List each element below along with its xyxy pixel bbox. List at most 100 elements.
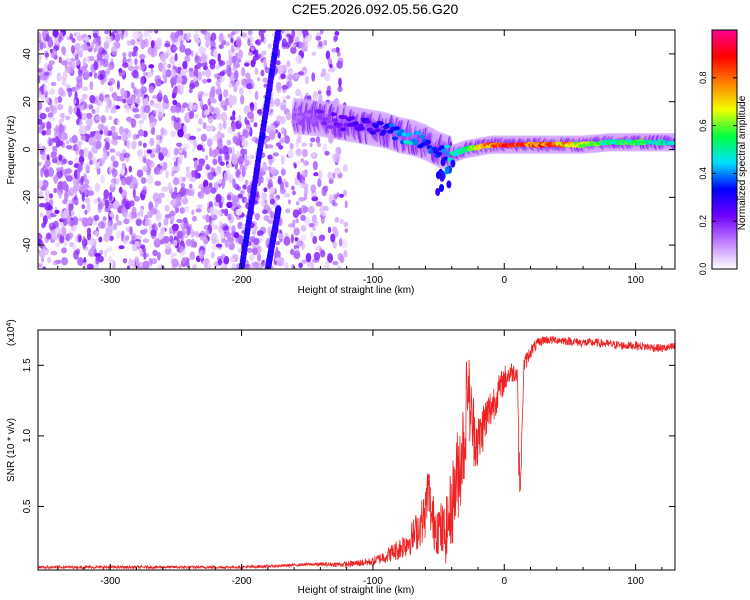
spectrogram-cell [83,72,90,79]
spectrogram-cell [49,193,53,199]
spectrogram-cell [134,65,138,71]
spectrogram-cell [180,40,184,46]
y-tick-label: 20 [22,96,33,108]
spectrogram-cell [269,130,276,141]
spectrogram-cell [148,201,154,211]
spectrogram-cell [202,78,208,84]
spectrogram-cell [87,239,94,245]
spectrogram-cell [62,71,68,81]
spectrogram-cell [322,143,328,153]
spectrogram-cell [38,100,43,111]
spectrogram-cell [65,201,69,212]
spectrogram-cell [138,129,144,137]
spectrogram-cell [108,235,114,242]
spectrogram-cell [49,88,56,96]
spectrogram-cell [95,161,101,170]
spectrogram-cell [75,248,81,255]
spectrogram-cell [227,236,235,243]
spectrogram-cell [71,61,76,70]
spectrogram-cell [98,236,103,243]
spectrogram-cell [111,139,119,146]
spectrogram-cell [132,86,137,93]
spectrogram-cell [135,257,140,267]
spectrogram-cell [174,106,181,114]
spectrogram-cell [156,78,162,84]
spectrogram-cell [150,229,157,237]
spectrogram-ridge-core [294,109,301,114]
spectrogram-cell [97,221,105,229]
spectrogram-cell [310,231,314,238]
spectrogram-cell [250,46,255,52]
spectrogram-ridge-core [398,128,405,133]
spectrogram-cell [290,46,297,54]
spectrogram-cell [301,142,307,147]
spectrogram-cell [128,51,133,58]
spectrogram-cell [86,227,92,235]
spectrogram-cell [125,235,130,241]
spectrogram-cell [38,249,41,254]
spectrogram-cell [228,174,234,184]
spectrogram-cell [176,218,183,224]
spectrogram-cell [165,170,169,179]
spectrogram-cell [315,201,323,207]
spectrogram-cell [95,256,101,261]
spectrogram-cell [238,49,243,59]
spectrogram-cell [73,169,79,179]
spectrogram-cell [38,58,41,65]
spectrogram-cell [178,34,185,44]
spectrogram-cell [38,74,41,84]
spectrogram-ridge-core [418,134,425,139]
spectrogram-cell [339,255,345,263]
spectrogram-cell [210,124,214,130]
spectrogram-cell [181,256,186,265]
spectrogram-cell [254,67,259,75]
spectrogram-ridge-core [340,127,346,132]
spectrogram-cell [39,41,44,50]
spectrogram-cell [97,197,101,202]
spectrogram-cell [155,39,162,48]
spectrogram-cell [296,171,301,181]
spectrogram-cell [231,55,237,64]
spectrogram-cell [222,119,227,130]
spectrogram-cell [58,56,62,64]
spectrogram-cell [170,76,177,86]
spectrogram-cell [197,62,202,68]
spectrogram-cell [332,172,336,179]
spectrogram-cell [218,34,224,43]
spectrogram-cell [214,165,222,176]
spectrogram-cell [93,198,98,204]
spectrogram-cell [257,252,261,262]
spectrogram-cell [186,171,191,179]
spectrogram-cell [77,164,82,173]
spectrogram-ridge-core [369,130,376,135]
spectrogram-cell [207,172,215,181]
spectrogram-cell [202,260,209,265]
spectrogram-cell [105,226,113,237]
spectrogram-cell [267,219,274,224]
spectrogram-cell [244,179,249,186]
spectrogram-cell [303,186,309,196]
spectrogram-cell [196,164,203,172]
spectrogram-cell [69,137,73,143]
spectrogram-cell [293,74,301,79]
spectrogram-cell [292,209,299,219]
spectrogram-cell [47,167,54,178]
spectrogram-cell [80,161,84,166]
spectrogram-cell [207,262,211,269]
spectrogram-cell [114,34,121,42]
spectrogram-cell [87,150,93,161]
spectrogram-cell [94,230,100,237]
spectrogram-cell [270,186,276,194]
spectrogram-cell [339,218,345,224]
spectrogram-cell [297,71,305,76]
spectrogram-cell [169,235,174,243]
spectrogram-cell [161,186,169,193]
spectrogram-cell [324,150,330,156]
spectrogram-ridge-core [341,115,348,120]
spectrogram-cell [247,51,254,56]
snr-series [38,335,675,570]
spectrogram-cell [156,133,161,141]
spectrogram-cell [67,219,74,227]
spectrogram-x-ticks: -300 -200 -100 0 100 [57,30,663,286]
spectrogram-cell [327,253,333,263]
